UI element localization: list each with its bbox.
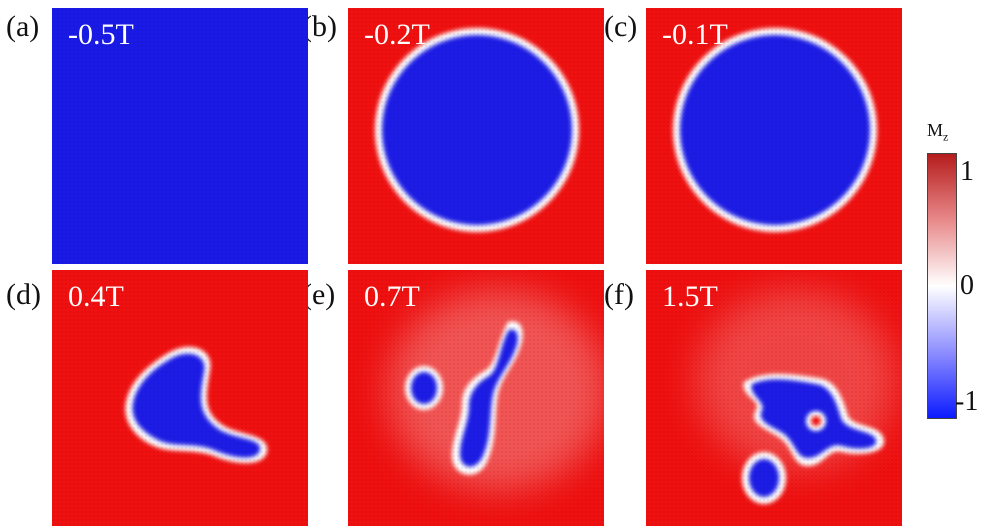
panel-tag-a: (a)	[6, 10, 40, 43]
panel-a: -0.5T	[52, 8, 308, 264]
colorbar-tick-bottom: -1	[955, 386, 979, 417]
spin-texture	[646, 8, 902, 264]
colorbar-label-sub: z	[943, 129, 949, 144]
field-label-e: 0.7T	[364, 280, 420, 313]
panel-d: 0.4T	[52, 270, 308, 526]
field-label-b: -0.2T	[364, 18, 430, 51]
field-label-d: 0.4T	[68, 280, 124, 313]
panel-e: 0.7T	[348, 270, 604, 526]
panel-tag-d: (d)	[6, 278, 41, 311]
panel-c: -0.1T	[646, 8, 902, 264]
panel-b: -0.2T	[348, 8, 604, 264]
field-label-c: -0.1T	[662, 18, 728, 51]
colorbar-tick-mid: 0	[960, 270, 974, 301]
spin-texture	[52, 270, 308, 526]
spin-texture	[52, 8, 308, 264]
colorbar-tick-top: 1	[960, 156, 974, 187]
colorbar-title: Mz	[927, 120, 948, 145]
panel-f: 1.5T	[646, 270, 902, 526]
panel-tag-f: (f)	[604, 278, 634, 311]
field-label-f: 1.5T	[662, 280, 718, 313]
panel-tag-c: (c)	[604, 10, 638, 43]
spin-texture	[348, 270, 604, 526]
spin-texture	[348, 8, 604, 264]
field-label-a: -0.5T	[68, 18, 134, 51]
spin-texture	[646, 270, 902, 526]
colorbar	[927, 153, 957, 419]
colorbar-label-main: M	[927, 120, 944, 140]
